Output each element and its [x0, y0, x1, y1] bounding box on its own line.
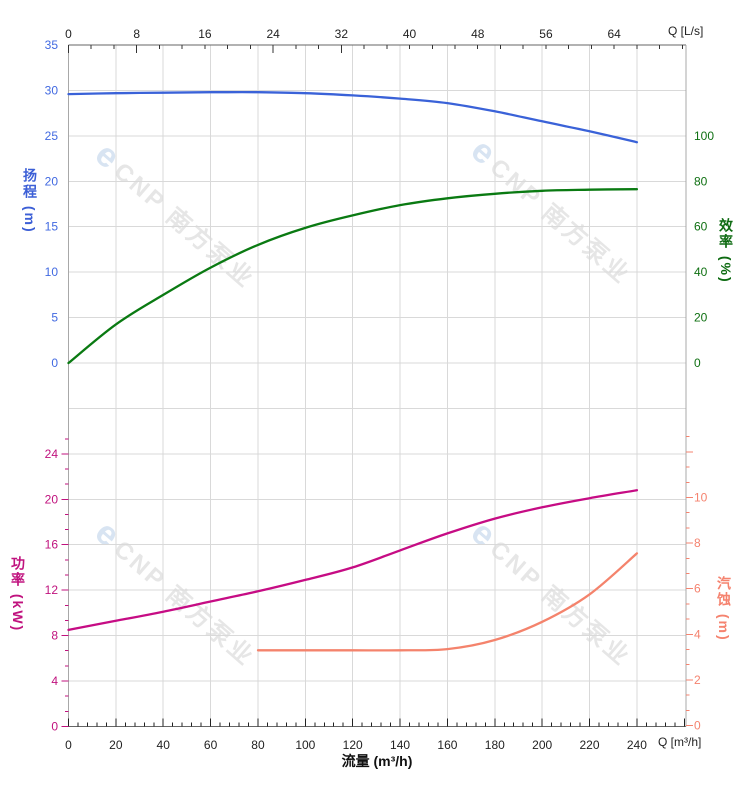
svg-text:100: 100: [295, 738, 315, 752]
svg-text:24: 24: [45, 447, 59, 461]
eff-curve: [67, 188, 639, 365]
svg-text:20: 20: [45, 174, 59, 188]
power-axis-ticks: [61, 438, 69, 727]
svg-text:60: 60: [204, 738, 218, 752]
svg-text:2: 2: [694, 673, 701, 687]
plot-frame: [68, 44, 687, 728]
svg-text:20: 20: [109, 738, 123, 752]
x-axis-title: 流量 (m³/h): [341, 753, 413, 769]
svg-text:8: 8: [133, 27, 140, 41]
power-curve: [67, 489, 639, 632]
head-axis-title: 扬程 (m): [22, 168, 38, 234]
efficiency-axis-title: 效率 (%): [718, 218, 734, 284]
svg-text:120: 120: [343, 738, 363, 752]
npsh-axis-title: 汽蚀 (m): [716, 576, 732, 642]
svg-text:5: 5: [51, 311, 58, 325]
npsh-axis-ticks: [686, 436, 693, 726]
svg-text:240: 240: [627, 738, 647, 752]
head-curve: [67, 91, 639, 144]
svg-text:30: 30: [45, 83, 59, 97]
bottom-x-axis-ticks: [68, 718, 685, 727]
bottom-x-axis-labels: 0 20 40 60 80 100 120 140 160 180 200 220 240: [65, 738, 647, 752]
svg-text:64: 64: [607, 27, 621, 41]
svg-text:160: 160: [437, 738, 457, 752]
svg-text:0: 0: [694, 719, 701, 733]
svg-text:8: 8: [694, 536, 701, 550]
top-x-axis-labels: 0 8 16 24 32 40 48 56 64: [65, 27, 621, 41]
svg-text:180: 180: [485, 738, 505, 752]
power-axis-labels: 24 20 16 12 8 4 0: [45, 447, 59, 733]
svg-text:0: 0: [65, 27, 72, 41]
svg-text:80: 80: [251, 738, 265, 752]
svg-text:40: 40: [157, 738, 171, 752]
svg-text:0: 0: [65, 738, 72, 752]
svg-text:140: 140: [390, 738, 410, 752]
svg-text:8: 8: [51, 629, 58, 643]
svg-text:4: 4: [694, 627, 701, 641]
svg-text:40: 40: [403, 27, 417, 41]
svg-text:0: 0: [51, 719, 58, 733]
npsh-axis-labels: 10 8 6 4 2 0: [694, 491, 708, 733]
svg-text:0: 0: [694, 356, 701, 370]
svg-text:16: 16: [45, 538, 59, 552]
power-axis-title: 功率 (kW): [10, 556, 26, 633]
svg-text:4: 4: [51, 674, 58, 688]
npsh-curve: [256, 552, 639, 652]
svg-text:80: 80: [694, 174, 708, 188]
svg-text:35: 35: [45, 38, 59, 52]
svg-text:25: 25: [45, 129, 59, 143]
svg-text:40: 40: [694, 265, 708, 279]
svg-text:48: 48: [471, 27, 485, 41]
svg-text:60: 60: [694, 220, 708, 234]
svg-text:100: 100: [694, 129, 714, 143]
svg-text:12: 12: [45, 583, 59, 597]
gridlines: [68, 45, 686, 727]
svg-text:20: 20: [45, 492, 59, 506]
svg-text:220: 220: [580, 738, 600, 752]
svg-text:16: 16: [198, 27, 212, 41]
efficiency-axis-labels: 100 80 60 40 20 0: [694, 129, 714, 370]
top-x-axis-ticks: [68, 45, 683, 53]
svg-text:56: 56: [539, 27, 553, 41]
top-axis-unit-label: Q [L/s]: [668, 24, 704, 38]
svg-text:10: 10: [694, 491, 708, 505]
svg-text:200: 200: [532, 738, 552, 752]
bottom-axis-unit-label: Q [m³/h]: [658, 735, 702, 749]
svg-text:6: 6: [694, 582, 701, 596]
head-axis-labels: 35 30 25 20 15 10 5 0: [45, 38, 59, 370]
svg-text:24: 24: [266, 27, 280, 41]
svg-text:15: 15: [45, 220, 59, 234]
svg-text:32: 32: [335, 27, 349, 41]
svg-text:0: 0: [51, 356, 58, 370]
svg-text:20: 20: [694, 311, 708, 325]
svg-text:10: 10: [45, 265, 59, 279]
